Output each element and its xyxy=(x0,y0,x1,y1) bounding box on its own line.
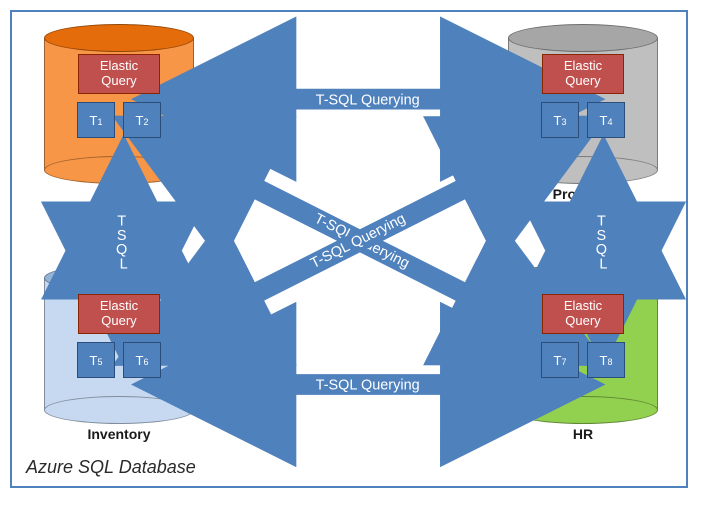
caption: Azure SQL Database xyxy=(26,457,196,478)
table-t3: T3 xyxy=(541,102,579,138)
cylinder-top xyxy=(508,264,658,292)
cylinder-bottom xyxy=(44,156,194,184)
cylinder-label: Products xyxy=(508,186,658,202)
cylinder-bottom xyxy=(44,396,194,424)
cylinder-products: ElasticQuery T3 T4 Products xyxy=(508,24,658,184)
cylinder-crm: ElasticQuery T1 T2 CRM xyxy=(44,24,194,184)
cylinder-label: HR xyxy=(508,426,658,442)
cylinder-top xyxy=(508,24,658,52)
tables-row: T7 T8 xyxy=(541,342,625,378)
arrow-top-label: T-SQL Querying xyxy=(316,92,420,108)
table-t7: T7 xyxy=(541,342,579,378)
tables-row: T1 T2 xyxy=(77,102,161,138)
arrow-diag-2-label: T-SQL Querying xyxy=(308,211,408,272)
elastic-query-box: ElasticQuery xyxy=(78,54,160,94)
table-t8: T8 xyxy=(587,342,625,378)
table-t1: T1 xyxy=(77,102,115,138)
elastic-query-box: ElasticQuery xyxy=(78,294,160,334)
arrow-diag-1-label: T-SQL Querying xyxy=(312,211,412,272)
table-t5: T5 xyxy=(77,342,115,378)
cylinder-content: ElasticQuery T1 T2 xyxy=(44,54,194,138)
cylinder-hr: ElasticQuery T7 T8 HR xyxy=(508,264,658,424)
table-t4: T4 xyxy=(587,102,625,138)
arrow-bottom-label: T-SQL Querying xyxy=(316,378,420,394)
cylinder-content: ElasticQuery T3 T4 xyxy=(508,54,658,138)
tables-row: T3 T4 xyxy=(541,102,625,138)
cylinder-content: ElasticQuery T7 T8 xyxy=(508,294,658,378)
tables-row: T5 T6 xyxy=(77,342,161,378)
cylinder-content: ElasticQuery T5 T6 xyxy=(44,294,194,378)
cylinder-inventory: ElasticQuery T5 T6 Inventory xyxy=(44,264,194,424)
cylinder-bottom xyxy=(508,156,658,184)
diagram-frame: T-SQL Querying T-SQL Querying T-SQL Quer… xyxy=(10,10,688,488)
elastic-query-box: ElasticQuery xyxy=(542,54,624,94)
arrow-diag-2 xyxy=(186,153,534,329)
diagram-canvas: T-SQL Querying T-SQL Querying T-SQL Quer… xyxy=(0,0,701,501)
elastic-query-box: ElasticQuery xyxy=(542,294,624,334)
table-t6: T6 xyxy=(123,342,161,378)
cylinder-top xyxy=(44,264,194,292)
arrow-diag-1 xyxy=(186,153,534,329)
table-t2: T2 xyxy=(123,102,161,138)
cylinder-top xyxy=(44,24,194,52)
cylinder-bottom xyxy=(508,396,658,424)
cylinder-label: CRM xyxy=(44,186,194,202)
cylinder-label: Inventory xyxy=(44,426,194,442)
